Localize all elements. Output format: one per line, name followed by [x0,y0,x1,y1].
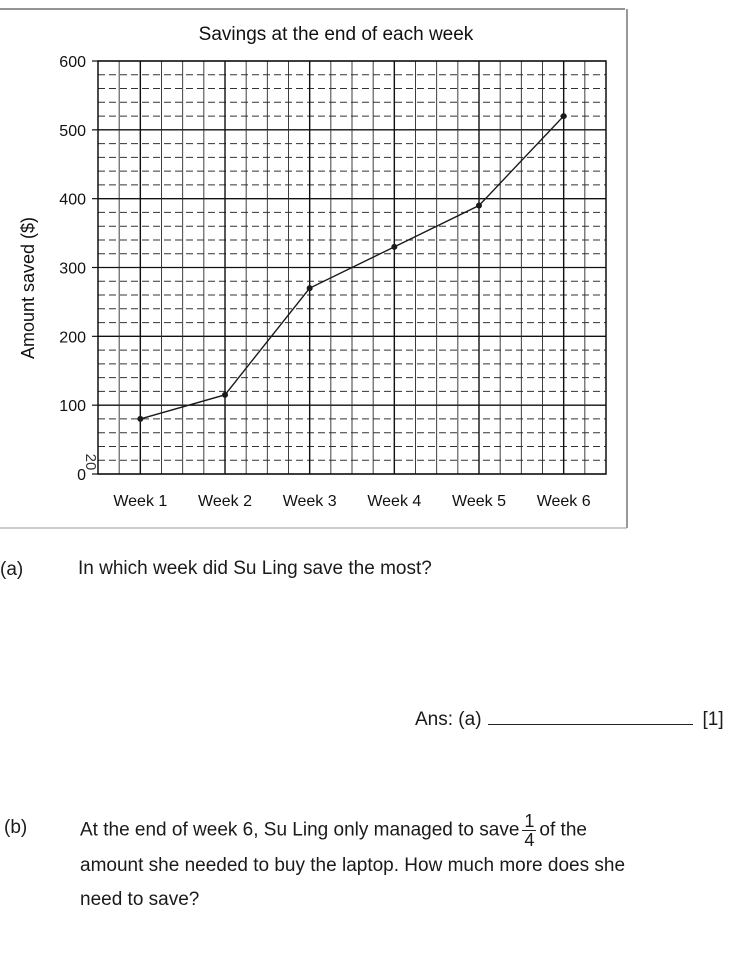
question-a-text: In which week did Su Ling save the most? [78,558,432,579]
chart-title: Savings at the end of each week [199,24,474,45]
axis-layer: 0 100 200 300 400 500 600 Week 1 Week 2 Week 3 Wee… [59,54,607,510]
x-tick-label: Week 2 [198,493,252,510]
question-b-text-after: of the [539,819,587,841]
savings-line [140,115,565,420]
data-point-week-3 [306,285,313,292]
y-tick-label: 200 [59,329,86,346]
data-point-week-4 [391,243,398,250]
answer-a-row: Ans: (a) [1] [415,706,724,731]
handwritten-annotation: 20 [82,454,99,471]
fraction-denominator: 4 [524,830,535,850]
y-tick-label: 400 [59,192,86,209]
question-b-text-before: At the end of week 6, Su Ling only manag… [80,819,520,841]
x-tick-label: Week 4 [367,493,421,510]
savings-line-chart: Savings at the end of each week Amount s… [0,8,628,529]
y-tick-label: 0 [77,467,86,484]
question-b-label: (b) [4,817,28,838]
x-tick-label: Week 6 [537,493,591,510]
data-point-week-1 [137,415,144,422]
fraction-numerator: 1 [522,811,537,831]
x-tick-label: Week 3 [283,493,337,510]
answer-a-prefix: Ans: (a) [415,709,482,730]
data-point-week-6 [560,113,567,120]
answer-a-blank[interactable] [487,706,693,725]
y-tick-label: 100 [59,398,86,415]
y-tick-label: 500 [59,123,86,140]
data-point-week-5 [476,202,482,209]
y-tick-label: 600 [59,54,86,71]
y-axis-label: Amount saved ($) [18,217,38,359]
series-layer [137,113,567,422]
question-b-line2: amount she needed to buy the laptop. How… [80,855,626,876]
chart-frame: Savings at the end of each week Amount s… [0,8,628,529]
question-b-text: At the end of week 6, Su Ling only manag… [80,812,730,917]
x-tick-label: Week 1 [113,493,167,510]
x-tick-label: Week 5 [452,493,506,510]
answer-a-marks: [1] [702,709,724,730]
question-b-line3: need to save? [80,889,200,910]
data-point-week-2 [222,391,228,398]
grid-layer [98,60,606,475]
question-b-line1: At the end of week 6, Su Ling only manag… [80,812,730,849]
question-a-label: (a) [0,559,24,580]
y-tick-label: 300 [59,261,86,278]
